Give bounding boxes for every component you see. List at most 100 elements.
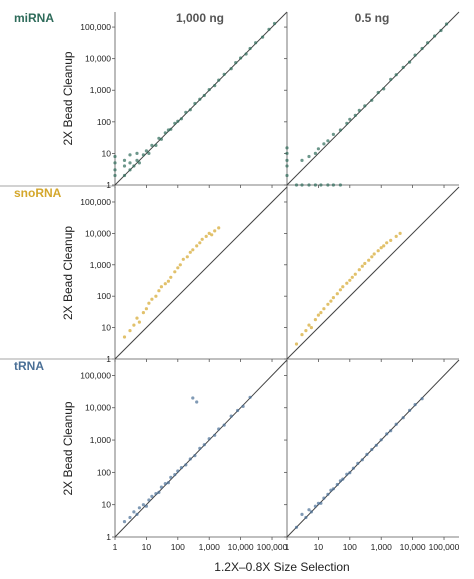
data-point <box>135 158 139 162</box>
data-point <box>113 154 117 159</box>
data-point <box>285 164 289 168</box>
data-point <box>210 233 214 237</box>
data-point <box>229 414 233 418</box>
y-tick-label: 100 <box>97 291 111 301</box>
data-point <box>132 510 136 514</box>
data-point <box>398 231 402 235</box>
data-point <box>338 183 342 187</box>
x-tick-label: 100,000 <box>257 542 288 552</box>
x-tick-label: 1 <box>113 542 118 552</box>
data-point <box>135 316 139 320</box>
data-point <box>184 463 188 467</box>
identity-line <box>114 186 288 360</box>
x-tick-label: 1 <box>285 542 290 552</box>
data-point <box>207 231 211 235</box>
data-point <box>394 234 398 238</box>
panel-snorna-1 <box>112 186 288 362</box>
data-point <box>188 108 192 112</box>
data-point <box>241 404 245 408</box>
data-point <box>188 250 192 254</box>
data-point <box>356 461 360 465</box>
data-point <box>382 244 386 248</box>
data-point <box>157 136 161 140</box>
y-tick-label: 100 <box>97 117 111 127</box>
data-point <box>173 473 177 477</box>
column-title-05ng: 0.5 ng <box>355 11 390 25</box>
data-point <box>313 318 317 322</box>
data-point <box>370 447 374 452</box>
data-point <box>385 432 389 436</box>
data-point <box>198 97 202 101</box>
data-point <box>329 488 333 492</box>
data-point <box>128 168 132 172</box>
data-point <box>166 128 170 132</box>
data-point <box>150 494 154 498</box>
data-point <box>229 67 233 71</box>
y-tick-label: 10 <box>102 148 112 158</box>
data-point <box>234 61 238 65</box>
data-point <box>401 65 405 69</box>
data-point <box>408 60 412 64</box>
data-point <box>128 515 132 520</box>
x-tick-label: 10 <box>314 542 324 552</box>
data-point <box>372 252 376 256</box>
column-title-1000ng: 1,000 ng <box>176 11 224 25</box>
data-point <box>132 323 136 327</box>
data-point <box>154 294 158 298</box>
data-point <box>351 466 355 470</box>
data-point <box>413 53 417 57</box>
data-point <box>132 164 136 168</box>
data-point <box>300 183 304 187</box>
data-point <box>394 422 398 426</box>
data-point <box>213 433 217 437</box>
data-point <box>248 46 252 51</box>
data-point <box>363 104 367 108</box>
data-point <box>147 151 151 155</box>
data-point <box>300 333 304 337</box>
data-point <box>341 477 345 481</box>
data-point <box>319 501 323 505</box>
data-point <box>353 113 357 117</box>
data-point <box>135 151 139 155</box>
data-point <box>322 496 326 500</box>
data-point <box>193 454 197 458</box>
data-point <box>376 249 380 253</box>
panel-mirna-1 <box>112 11 288 188</box>
data-point <box>313 151 317 155</box>
y-tick-label: 10,000 <box>85 403 111 413</box>
data-point <box>348 117 352 121</box>
data-point <box>217 78 221 82</box>
data-point <box>141 503 145 507</box>
data-point <box>331 132 335 136</box>
data-point <box>185 255 189 259</box>
data-point <box>307 183 311 187</box>
data-point <box>319 311 323 315</box>
data-point <box>338 128 342 132</box>
data-point <box>389 77 393 81</box>
data-point <box>326 302 330 306</box>
y-axis-title-mirna: 2X Bead Cleanup <box>61 51 75 145</box>
data-point <box>179 117 183 121</box>
y-tick-label: 10,000 <box>85 228 111 238</box>
data-point <box>408 408 412 412</box>
y-tick-label: 100 <box>97 467 111 477</box>
data-point <box>261 35 265 39</box>
data-point <box>360 458 364 462</box>
data-point <box>272 21 277 26</box>
data-point <box>184 110 188 114</box>
data-point <box>169 475 173 479</box>
data-point <box>309 326 313 330</box>
data-point <box>307 323 311 327</box>
data-point <box>173 270 177 274</box>
data-point <box>128 153 132 157</box>
data-point <box>345 281 349 285</box>
y-tick-label: 100,000 <box>80 197 111 207</box>
data-point <box>345 472 349 476</box>
data-point <box>113 168 117 172</box>
y-tick-label: 1,000 <box>90 435 112 445</box>
data-point <box>213 84 217 88</box>
data-point <box>137 320 141 324</box>
y-tick-label: 1 <box>106 354 111 364</box>
data-point <box>128 161 132 165</box>
